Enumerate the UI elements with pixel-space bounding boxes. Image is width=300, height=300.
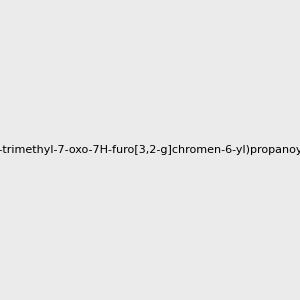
Text: N-[3-(3,5,9-trimethyl-7-oxo-7H-furo[3,2-g]chromen-6-yl)propanoyl]-D-valine: N-[3-(3,5,9-trimethyl-7-oxo-7H-furo[3,2-… — [0, 145, 300, 155]
